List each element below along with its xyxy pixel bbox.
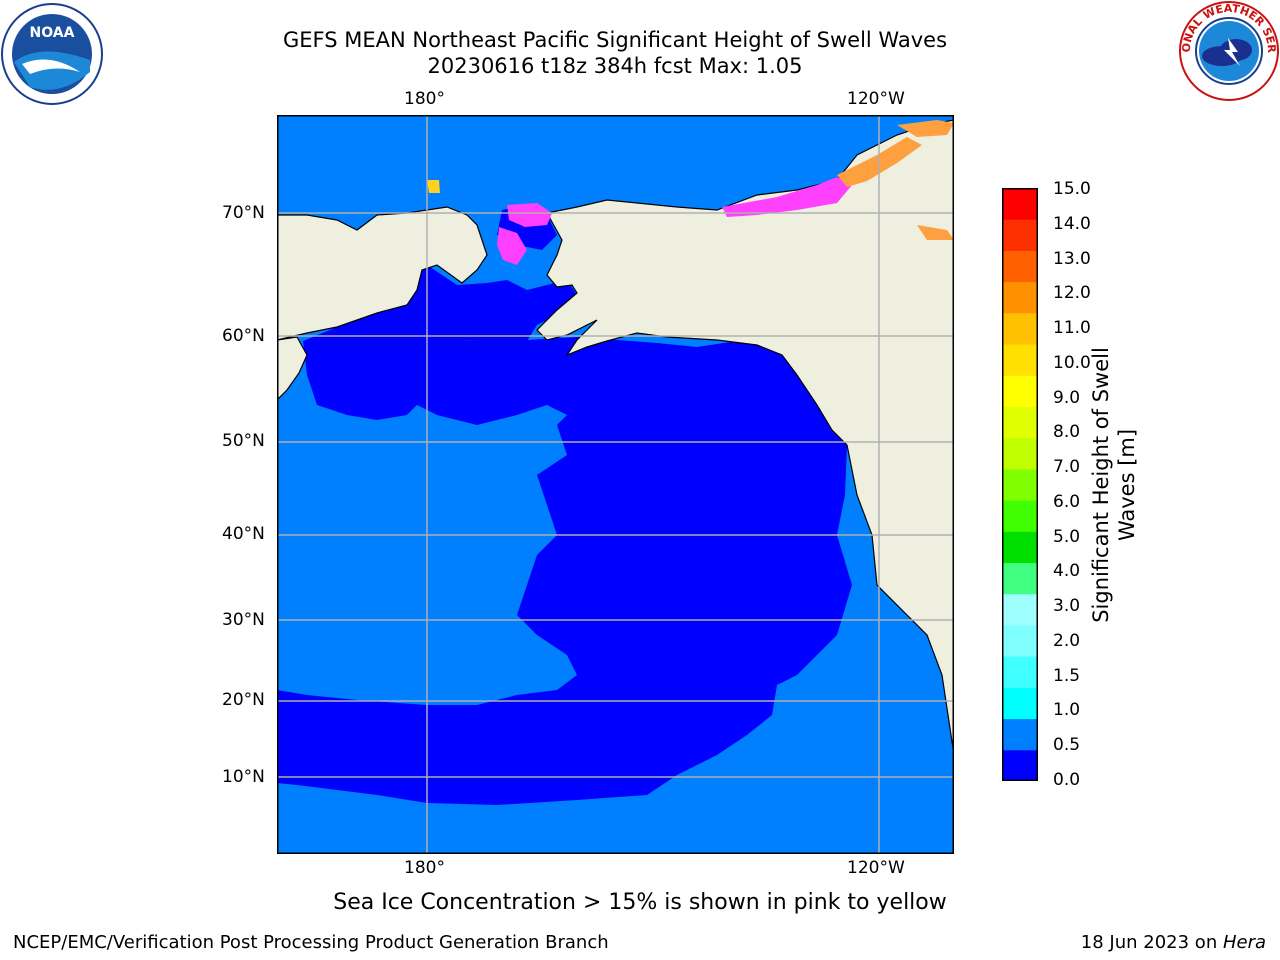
colorbar-segment	[1002, 375, 1038, 407]
lat-label-60n: 60°N	[222, 326, 265, 346]
lat-label-50n: 50°N	[222, 431, 265, 451]
colorbar-tick-label: 2.0	[1053, 630, 1081, 651]
colorbar-tick-label: 1.5	[1053, 665, 1081, 686]
colorbar-segment	[1002, 437, 1038, 470]
colorbar-tick-label: 4.0	[1053, 561, 1081, 582]
map-frame	[277, 115, 954, 854]
colorbar-segment	[1002, 656, 1038, 688]
colorbar	[1002, 188, 1038, 781]
colorbar-tick-label: 6.0	[1053, 491, 1081, 512]
noaa-logo-icon: NOAA	[1, 3, 103, 105]
lat-label-10n: 10°N	[222, 767, 265, 787]
lat-label-40n: 40°N	[222, 524, 265, 544]
colorbar-segment	[1002, 406, 1038, 439]
nws-logo-icon: NATIONAL WEATHER SERVICE	[1178, 0, 1279, 101]
land-siberia	[277, 206, 488, 341]
colorbar-segment	[1002, 500, 1038, 532]
colorbar-tick-label: 10.0	[1053, 352, 1091, 373]
low-swell-region-bering	[337, 265, 577, 341]
land-north-america	[536, 119, 954, 756]
colorbar-segment	[1002, 624, 1038, 657]
colorbar-tick-label: 12.0	[1053, 283, 1091, 304]
colorbar-segment	[1002, 531, 1038, 564]
colorbar-segment	[1002, 344, 1038, 376]
lon-label-top-180: 180°	[404, 89, 445, 109]
colorbar-segment	[1002, 562, 1038, 595]
sea-ice-caption: Sea Ice Concentration > 15% is shown in …	[333, 890, 947, 915]
footer-organization: NCEP/EMC/Verification Post Processing Pr…	[13, 932, 609, 953]
lat-label-70n: 70°N	[222, 203, 265, 223]
footer-host: Hera	[1222, 932, 1266, 953]
colorbar-tick-label: 5.0	[1053, 526, 1081, 547]
colorbar-tick-label: 9.0	[1053, 387, 1081, 408]
lat-label-20n: 20°N	[222, 690, 265, 710]
noaa-logo-text: NOAA	[30, 25, 75, 41]
map-title: GEFS MEAN Northeast Pacific Significant …	[282, 28, 948, 52]
graticule	[277, 115, 954, 854]
colorbar-segment	[1002, 219, 1038, 251]
colorbar-tick-label: 1.0	[1053, 700, 1081, 721]
colorbar-tick-label: 0.5	[1053, 735, 1081, 756]
colorbar-segment	[1002, 312, 1038, 345]
colorbar-segment	[1002, 593, 1038, 626]
colorbar-tick-label: 11.0	[1053, 318, 1091, 339]
lon-label-bottom-120w: 120°W	[847, 858, 905, 878]
map-subtitle: 20230616 t18z 384h fcst Max: 1.05	[427, 54, 803, 78]
colorbar-tick-label: 15.0	[1053, 179, 1091, 199]
colorbar-tick-label: 0.0	[1053, 770, 1081, 790]
lat-label-30n: 30°N	[222, 610, 265, 630]
colorbar-segment	[1002, 250, 1038, 283]
colorbar-segment	[1002, 188, 1038, 220]
colorbar-segment	[1002, 718, 1038, 751]
lon-label-top-120w: 120°W	[847, 89, 905, 109]
lon-label-bottom-180: 180°	[404, 858, 445, 878]
footer-date: 18 Jun 2023 on Hera	[1080, 932, 1266, 953]
colorbar-segment	[1002, 749, 1038, 781]
colorbar-segment	[1002, 281, 1038, 314]
colorbar-tick-label: 8.0	[1053, 422, 1081, 443]
colorbar-tick-label: 13.0	[1053, 248, 1091, 269]
colorbar-tick-label: 7.0	[1053, 457, 1081, 478]
colorbar-segment	[1002, 468, 1038, 501]
colorbar-tick-label: 14.0	[1053, 213, 1091, 234]
land-kamchatka	[277, 336, 308, 401]
swell-height-map	[277, 115, 954, 854]
colorbar-segment	[1002, 687, 1038, 720]
colorbar-tick-label: 3.0	[1053, 596, 1081, 617]
